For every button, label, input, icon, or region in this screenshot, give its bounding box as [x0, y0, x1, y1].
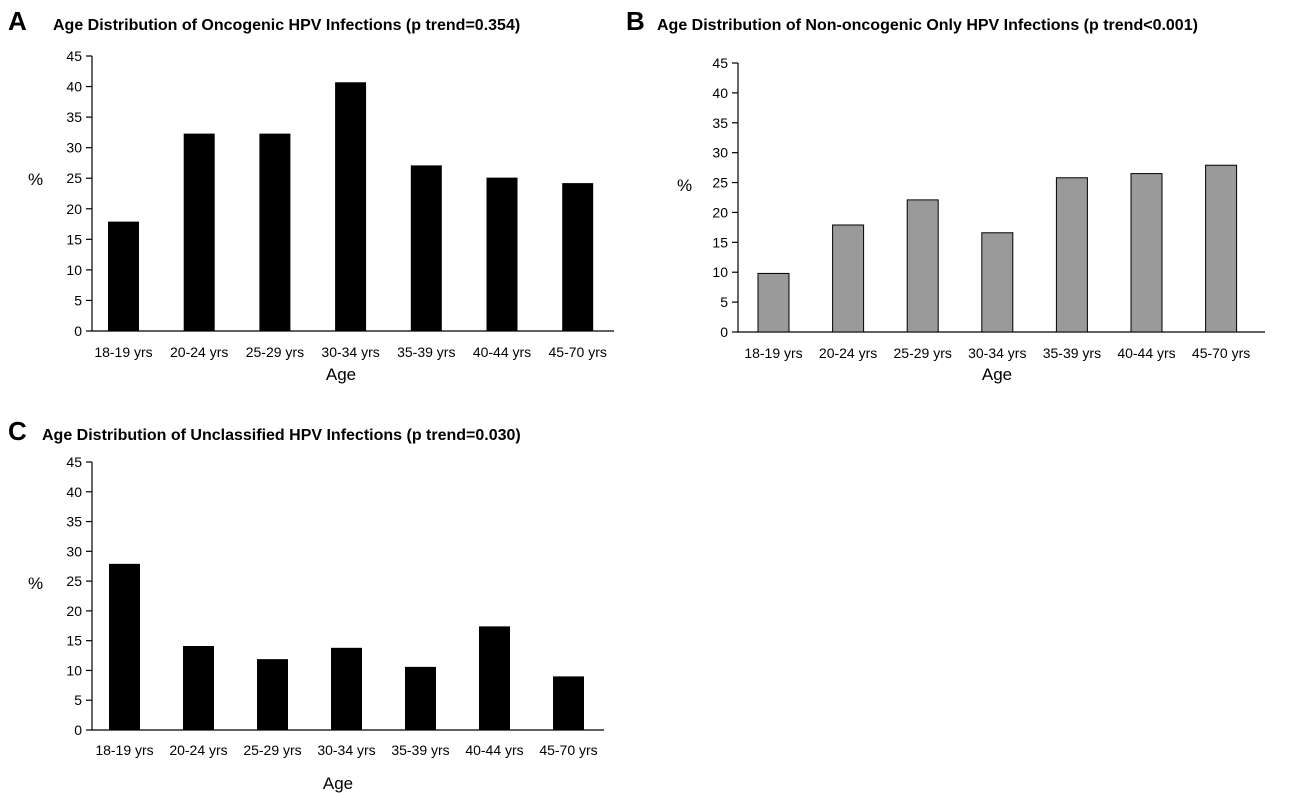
panel-a-category-label: 40-44 yrs — [473, 344, 531, 360]
panel-a-bar — [335, 82, 367, 332]
panel-c-category-label: 18-19 yrs — [95, 742, 153, 758]
panel-b-bar — [832, 224, 865, 333]
panel-b-bar — [1055, 177, 1088, 333]
panel-c-category-label: 20-24 yrs — [169, 742, 227, 758]
panel-a-y-tick-label: 20 — [66, 201, 82, 217]
panel-c-y-tick-label: 30 — [66, 543, 82, 559]
panel-b-y-tick-label: 40 — [712, 85, 728, 101]
panel-c-category-label: 40-44 yrs — [465, 742, 523, 758]
panel-c-category-label: 25-29 yrs — [243, 742, 301, 758]
panel-c-bar — [405, 666, 436, 730]
panel-c-bar — [257, 659, 288, 730]
panel-a-bar — [183, 133, 215, 331]
panel-a-y-axis-title: % — [28, 170, 43, 189]
panel-c-title: Age Distribution of Unclassified HPV Inf… — [42, 427, 521, 444]
panel-c-category-label: 30-34 yrs — [317, 742, 375, 758]
panel-c-y-tick-label: 10 — [66, 662, 82, 678]
panel-a-bar — [259, 133, 291, 331]
panel-c-y-tick-label: 20 — [66, 603, 82, 619]
panel-a-y-tick-label: 30 — [66, 140, 82, 156]
panel-b-category-label: 25-29 yrs — [894, 345, 952, 361]
panel-a: A Age Distribution of Oncogenic HPV Infe… — [8, 6, 614, 384]
panel-c-bar — [331, 647, 362, 730]
panel-a-plot: 0 5 10 15 20 25 30 35 40 45 18-19 yrs 20-24 yrs 25-2… — [66, 48, 614, 360]
panel-b-y-axis-title: % — [677, 176, 692, 195]
panel-c-y-tick-label: 40 — [66, 484, 82, 500]
panel-b-category-label: 45-70 yrs — [1192, 345, 1250, 361]
panel-b-category-label: 20-24 yrs — [819, 345, 877, 361]
panel-c-y-axis-title: % — [28, 574, 43, 593]
panel-c-letter: C — [8, 416, 27, 446]
panel-b-y-tick-label: 5 — [720, 294, 728, 310]
panel-b-y-tick-label: 45 — [712, 55, 728, 71]
panel-c-y-tick-label: 25 — [66, 573, 82, 589]
panel-b-y-tick-label: 30 — [712, 145, 728, 161]
panel-b-title: Age Distribution of Non-oncogenic Only H… — [657, 17, 1198, 34]
panel-c-y-tick-label: 5 — [74, 692, 82, 708]
panel-b-x-axis-title: Age — [982, 365, 1012, 384]
panel-b-bar — [757, 272, 790, 333]
panel-a-y-tick-label: 45 — [66, 48, 82, 64]
panel-a-letter: A — [8, 6, 27, 36]
panel-b-y-tick-label: 15 — [712, 234, 728, 250]
panel-c-y-tick-label: 0 — [74, 722, 82, 738]
panel-b-y-tick-label: 25 — [712, 175, 728, 191]
panel-b-bar — [1130, 173, 1163, 333]
panel-c-y-tick-label: 15 — [66, 633, 82, 649]
panel-b-category-label: 40-44 yrs — [1117, 345, 1175, 361]
panel-b-y-tick-label: 35 — [712, 115, 728, 131]
panel-a-category-label: 25-29 yrs — [246, 344, 304, 360]
panel-a-category-label: 35-39 yrs — [397, 344, 455, 360]
panel-a-category-label: 30-34 yrs — [321, 344, 379, 360]
panel-b-y-tick-label: 0 — [720, 324, 728, 340]
panel-b-category-label: 35-39 yrs — [1043, 345, 1101, 361]
panel-b: B Age Distribution of Non-oncogenic Only… — [626, 6, 1265, 384]
panel-c-bar — [553, 676, 584, 730]
panel-a-bar — [108, 221, 139, 331]
panel-a-y-tick-label: 35 — [66, 109, 82, 125]
panel-a-y-tick-label: 10 — [66, 262, 82, 278]
panel-c-bar — [109, 563, 140, 730]
panel-b-y-tick-label: 20 — [712, 204, 728, 220]
panel-a-bar — [410, 165, 442, 331]
panel-c-y-tick-label: 45 — [66, 454, 82, 470]
panel-a-category-label: 45-70 yrs — [549, 344, 607, 360]
panel-b-category-label: 30-34 yrs — [968, 345, 1026, 361]
panel-b-category-label: 18-19 yrs — [744, 345, 802, 361]
panel-c: C Age Distribution of Unclassified HPV I… — [8, 416, 604, 793]
panel-a-bar — [562, 183, 594, 331]
panel-b-bar — [1205, 164, 1238, 333]
panel-a-category-label: 18-19 yrs — [94, 344, 152, 360]
panel-c-y-tick-label: 35 — [66, 514, 82, 530]
panel-b-bar — [906, 199, 939, 333]
panel-a-y-tick-label: 15 — [66, 231, 82, 247]
panel-a-category-label: 20-24 yrs — [170, 344, 228, 360]
panel-c-bar — [183, 646, 214, 730]
panel-a-title: Age Distribution of Oncogenic HPV Infect… — [53, 17, 520, 34]
panel-b-y-tick-label: 10 — [712, 264, 728, 280]
panel-a-y-tick-label: 40 — [66, 79, 82, 95]
panel-b-bar — [981, 232, 1014, 333]
panel-c-category-label: 45-70 yrs — [539, 742, 597, 758]
panel-c-bar — [479, 626, 510, 730]
panel-b-letter: B — [626, 6, 645, 36]
panel-c-x-axis-title: Age — [323, 774, 353, 793]
panel-b-plot: 0 5 10 15 20 25 30 35 40 45 18-19 yrs 20-24 yrs 25-2… — [712, 55, 1265, 361]
panel-a-y-tick-label: 25 — [66, 170, 82, 186]
panel-a-y-tick-label: 5 — [74, 292, 82, 308]
panel-a-y-tick-label: 0 — [74, 323, 82, 339]
panel-c-plot: 0 5 10 15 20 25 30 35 40 45 18-19 yrs 20-24 yrs 25-2… — [66, 454, 604, 758]
panel-a-x-axis-title: Age — [326, 365, 356, 384]
panel-c-category-label: 35-39 yrs — [391, 742, 449, 758]
panel-a-bar — [486, 177, 518, 331]
